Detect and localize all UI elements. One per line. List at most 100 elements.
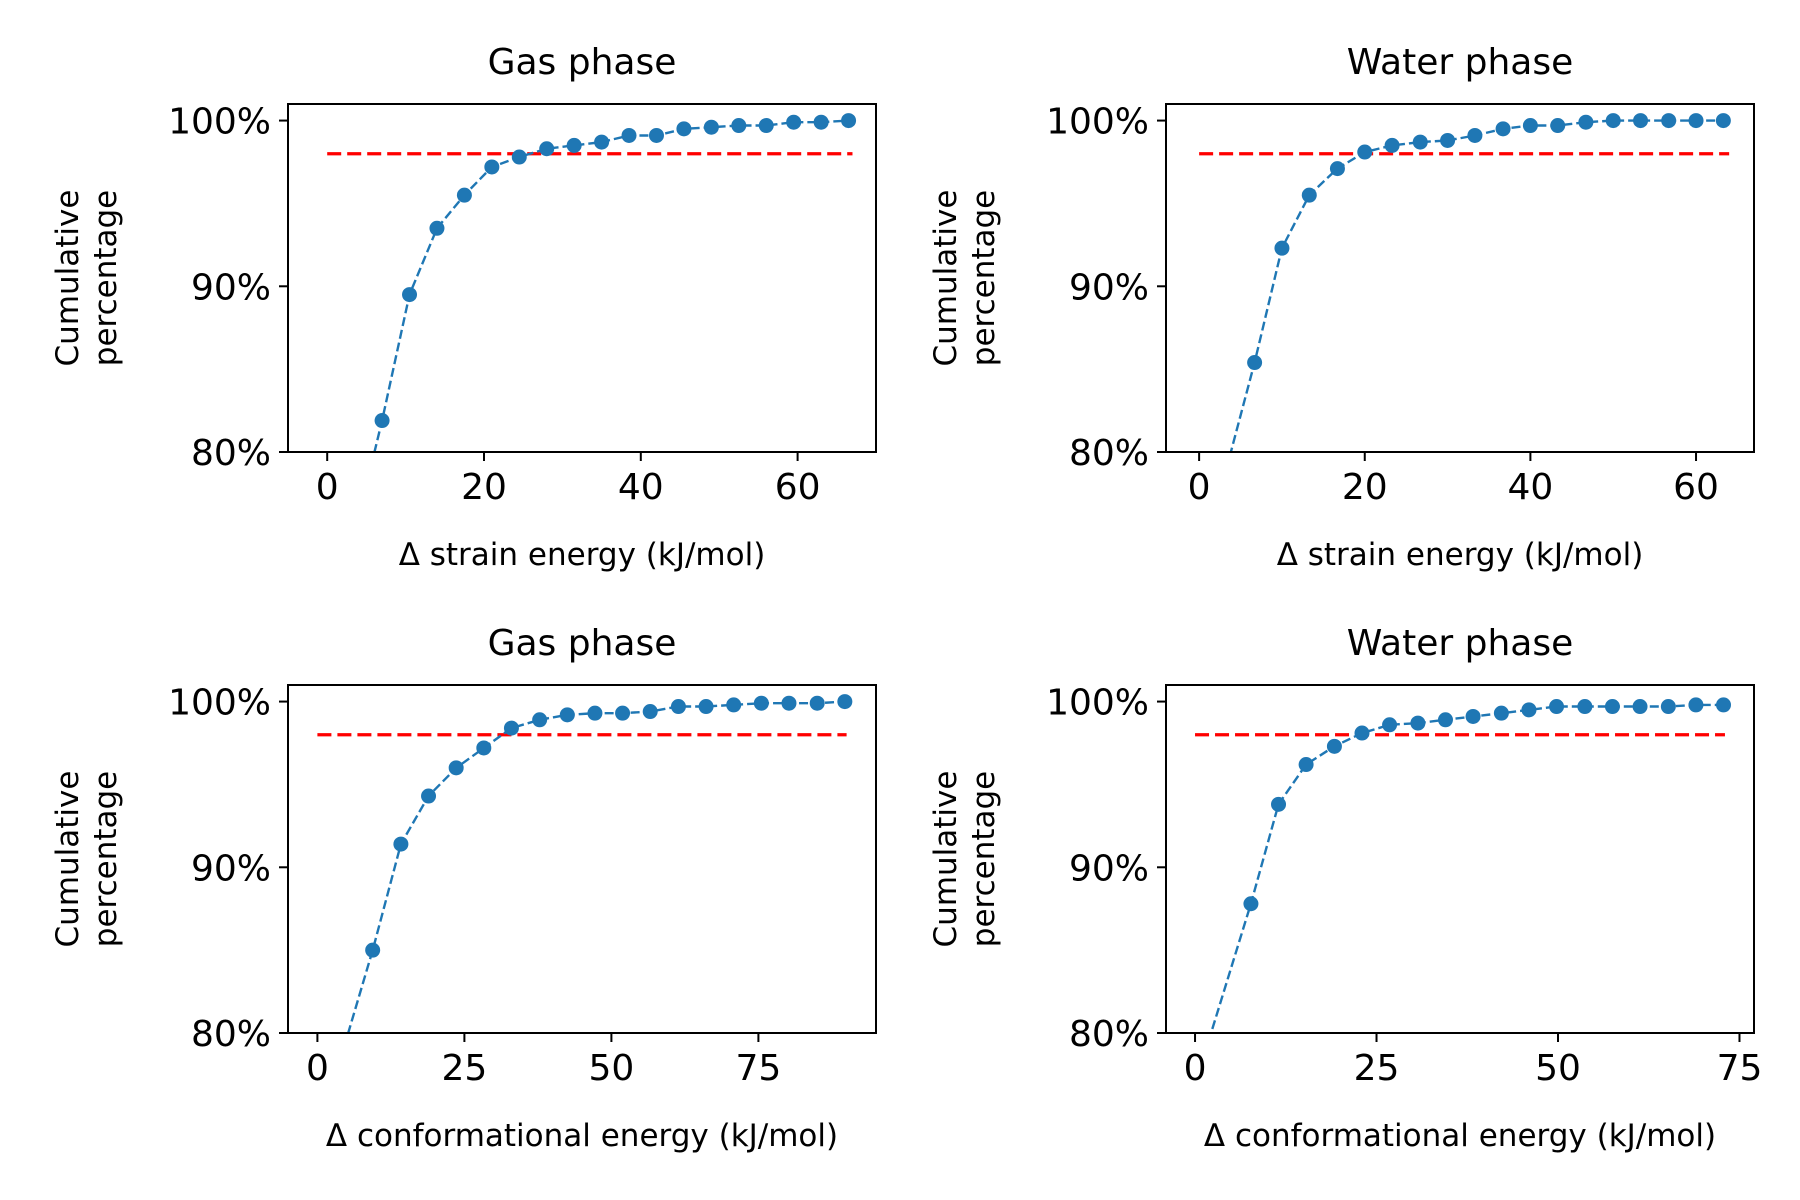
- x-tick-label: 75: [1717, 1048, 1763, 1089]
- data-point: [621, 127, 637, 143]
- y-tick-label: 90%: [191, 848, 271, 889]
- data-point: [402, 287, 418, 303]
- x-axis-label: Δ conformational energy (kJ/mol): [1204, 1118, 1716, 1154]
- x-tick-label: 25: [1354, 1048, 1400, 1089]
- x-tick-label: 0: [1184, 1048, 1207, 1089]
- x-tick-label: 60: [775, 467, 821, 508]
- data-point: [1274, 240, 1290, 256]
- data-point: [1271, 796, 1287, 812]
- data-point: [559, 707, 575, 723]
- data-point: [758, 118, 774, 134]
- data-point: [1354, 725, 1370, 741]
- data-point: [374, 413, 390, 429]
- x-tick-label: 40: [618, 467, 664, 508]
- panel-title: Gas phase: [488, 623, 677, 664]
- data-point: [566, 137, 582, 153]
- data-point: [1604, 699, 1620, 715]
- y-axis-label: Cumulativepercentage: [928, 771, 1002, 948]
- data-point: [1521, 702, 1537, 718]
- data-series: [373, 113, 857, 452]
- data-point: [786, 114, 802, 130]
- data-point: [670, 699, 686, 715]
- data-point: [1329, 161, 1345, 177]
- data-point: [1410, 715, 1426, 731]
- x-tick-label: 40: [1507, 467, 1553, 508]
- data-point: [837, 694, 853, 710]
- data-point: [511, 149, 527, 165]
- y-tick-label: 90%: [1069, 267, 1149, 308]
- data-point: [642, 704, 658, 720]
- axes-frame: [287, 103, 877, 453]
- data-point: [615, 705, 631, 721]
- data-series: [1229, 113, 1731, 452]
- data-point: [676, 121, 692, 137]
- data-point: [448, 760, 464, 776]
- x-axis-label: Δ strain energy (kJ/mol): [1277, 537, 1644, 573]
- y-tick-label: 100%: [1046, 102, 1149, 143]
- data-point: [429, 220, 445, 236]
- data-point: [1467, 127, 1483, 143]
- axes-frame: [287, 684, 877, 1034]
- data-point: [1716, 697, 1732, 713]
- y-axis-label: Cumulativepercentage: [50, 771, 124, 948]
- data-point: [1412, 134, 1428, 150]
- data-point: [703, 119, 719, 135]
- y-tick-label: 100%: [168, 683, 271, 724]
- data-point: [841, 113, 857, 129]
- data-point: [587, 705, 603, 721]
- y-tick-label: 90%: [191, 267, 271, 308]
- data-point: [1633, 113, 1649, 129]
- y-tick-label: 80%: [191, 433, 271, 474]
- data-point: [532, 712, 548, 728]
- chart-panel-1: Gas phase 0 20 40 60 80% 90% 100% Δ strain energ…: [50, 42, 877, 573]
- data-point: [421, 788, 437, 804]
- data-point: [1577, 699, 1593, 715]
- data-point: [1440, 132, 1456, 148]
- data-point: [1549, 699, 1565, 715]
- y-axis-label-line: percentage: [966, 190, 1002, 366]
- data-point: [1522, 118, 1538, 134]
- x-axis-label: Δ strain energy (kJ/mol): [399, 537, 766, 573]
- x-axis-label: Δ conformational energy (kJ/mol): [326, 1118, 838, 1154]
- y-axis-label-line: Cumulative: [928, 190, 964, 367]
- data-point: [1688, 697, 1704, 713]
- chart-panel-4: Water phase 0 25 50 75 80% 90% 100% Δ conformati…: [928, 623, 1762, 1154]
- data-point: [731, 118, 747, 134]
- data-point: [1715, 113, 1731, 129]
- data-point: [1550, 118, 1566, 134]
- x-tick-label: 25: [441, 1048, 487, 1089]
- axes-frame: [1165, 684, 1755, 1034]
- data-point: [1247, 355, 1263, 371]
- data-point: [1465, 708, 1481, 724]
- y-axis-label-line: Cumulative: [928, 771, 964, 948]
- data-point: [1384, 137, 1400, 153]
- data-point: [753, 695, 769, 711]
- data-point: [393, 836, 409, 852]
- data-point: [1243, 896, 1259, 912]
- data-point: [1301, 187, 1317, 203]
- data-series: [1211, 697, 1732, 1030]
- data-point: [1632, 699, 1648, 715]
- panel-title: Water phase: [1347, 42, 1574, 83]
- y-tick-label: 100%: [1046, 683, 1149, 724]
- y-tick-label: 80%: [1069, 433, 1149, 474]
- y-tick-label: 80%: [191, 1014, 271, 1055]
- data-point: [594, 134, 610, 150]
- x-tick-label: 75: [735, 1048, 781, 1089]
- data-point: [1298, 757, 1314, 773]
- y-axis-label: Cumulativepercentage: [50, 190, 124, 367]
- data-point: [365, 942, 381, 958]
- panel-title: Gas phase: [488, 42, 677, 83]
- data-point: [1493, 705, 1509, 721]
- data-point: [1357, 144, 1373, 160]
- data-series: [346, 694, 853, 1033]
- data-point: [1660, 699, 1676, 715]
- x-tick-label: 50: [1535, 1048, 1581, 1089]
- data-point: [726, 697, 742, 713]
- data-point: [1661, 113, 1677, 129]
- data-point: [1605, 113, 1621, 129]
- chart-panel-2: Water phase 0 20 40 60 80% 90% 100% Δ strain ene…: [928, 42, 1755, 573]
- y-axis-label-line: Cumulative: [50, 190, 86, 367]
